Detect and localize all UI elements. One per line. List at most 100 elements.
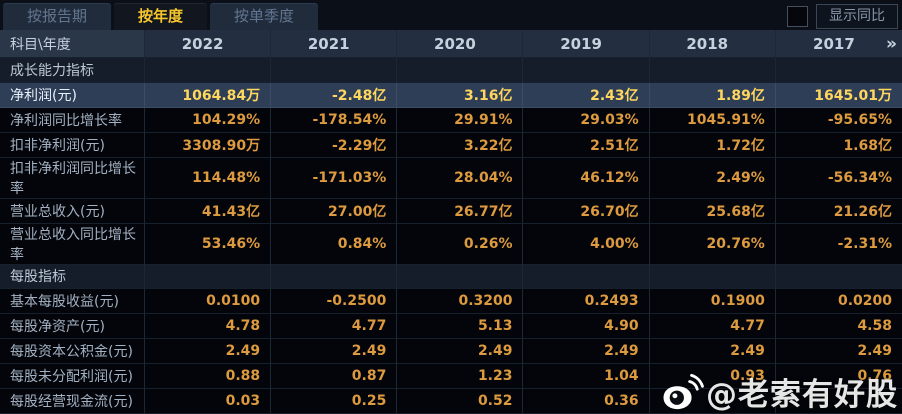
cell-value: 2.49	[271, 339, 398, 365]
cell-value: 27.00亿	[271, 198, 398, 224]
cell-value: 1645.01万	[775, 82, 902, 108]
cell-value: 2.43亿	[523, 82, 650, 108]
table-row: 营业总收入(元) 41.43亿 27.00亿 26.77亿 26.70亿 25.68亿 21…	[0, 198, 902, 224]
cell-value: 0.03	[145, 389, 272, 414]
section-header-row: 每股指标	[0, 264, 902, 290]
cell-value: 4.58	[775, 314, 902, 340]
cell-value: 2.49	[775, 339, 902, 365]
table-body: 成长能力指标 净利润(元) 1064.84万 -2.48亿 3.16亿 2.43亿 1.89…	[0, 58, 902, 414]
cell-value: 28.04%	[397, 157, 524, 199]
row-label: 扣非净利润(元)	[0, 132, 145, 158]
cell-value: -95.65%	[775, 107, 902, 133]
cell-value: 0.87	[271, 364, 398, 390]
show-yoy-label[interactable]: 显示同比	[816, 4, 898, 29]
cell-value: 4.77	[271, 314, 398, 340]
toolbar: 显示同比	[787, 4, 898, 29]
cell-value: 0.26%	[397, 223, 524, 265]
cell-value: 26.70亿	[523, 198, 650, 224]
cell-value	[523, 58, 650, 83]
cell-value	[523, 264, 650, 290]
cell-value	[145, 58, 272, 83]
cell-value: -56.34%	[775, 157, 902, 199]
row-label: 每股未分配利润(元)	[0, 364, 145, 390]
cell-value: 21.26亿	[775, 198, 902, 224]
cell-value: 1.72亿	[649, 132, 776, 158]
cell-value: 2.49	[145, 339, 272, 365]
cell-value: 2.49	[523, 339, 650, 365]
tab-by-year[interactable]: 按年度	[114, 3, 208, 30]
cell-value: 2.49	[397, 339, 524, 365]
more-years-chevron-icon[interactable]: »	[886, 33, 897, 54]
row-label: 成长能力指标	[0, 58, 145, 83]
cell-value: 114.48%	[145, 157, 272, 199]
cell-value: 0.76	[775, 364, 902, 390]
cell-value: 2.49	[649, 339, 776, 365]
cell-value	[271, 264, 398, 290]
cell-value	[649, 264, 776, 290]
cell-value: 4.78	[145, 314, 272, 340]
cell-value: -178.54%	[271, 107, 398, 133]
table-row: 扣非净利润(元) 3308.90万 -2.29亿 3.22亿 2.51亿 1.72亿 1.6…	[0, 132, 902, 158]
cell-value: 0.1900	[649, 289, 776, 315]
cell-value: 2.49%	[649, 157, 776, 199]
cell-value: 26.77亿	[397, 198, 524, 224]
table-row: 净利润(元) 1064.84万 -2.48亿 3.16亿 2.43亿 1.89亿 1645.…	[0, 82, 902, 108]
cell-value: 25.68亿	[649, 198, 776, 224]
section-header-row: 成长能力指标	[0, 58, 902, 83]
row-label: 基本每股收益(元)	[0, 289, 145, 315]
row-label: 营业总收入(元)	[0, 198, 145, 224]
year-header: 2020	[397, 30, 524, 58]
row-label: 每股经营现金流(元)	[0, 389, 145, 414]
cell-value: 29.91%	[397, 107, 524, 133]
table-row: 净利润同比增长率 104.29% -178.54% 29.91% 29.03% 1045.…	[0, 107, 902, 133]
cell-value: 1.23	[397, 364, 524, 390]
tab-by-single-quarter[interactable]: 按单季度	[210, 3, 319, 30]
cell-value	[271, 58, 398, 83]
cell-value	[649, 389, 776, 414]
cell-value: 104.29%	[145, 107, 272, 133]
row-label: 每股净资产(元)	[0, 314, 145, 340]
row-label: 营业总收入同比增长率	[0, 223, 145, 265]
table-row: 基本每股收益(元) 0.0100 -0.2500 0.3200 0.2493 0.1900…	[0, 289, 902, 315]
table-row: 每股净资产(元) 4.78 4.77 5.13 4.90 4.77 4.58	[0, 314, 902, 340]
cell-value: 0.93	[649, 364, 776, 390]
cell-value	[649, 58, 776, 83]
cell-value: -2.29亿	[271, 132, 398, 158]
cell-value: 4.77	[649, 314, 776, 340]
cell-value: 1.68亿	[775, 132, 902, 158]
cell-value: 53.46%	[145, 223, 272, 265]
cell-value: 0.25	[271, 389, 398, 414]
cell-value: 0.0200	[775, 289, 902, 315]
cell-value: -171.03%	[271, 157, 398, 199]
cell-value: 3.16亿	[397, 82, 524, 108]
cell-value: 4.90	[523, 314, 650, 340]
cell-value: 0.0100	[145, 289, 272, 315]
cell-value: -2.48亿	[271, 82, 398, 108]
table-row: 扣非净利润同比增长率 114.48% -171.03% 28.04% 46.12% 2.4…	[0, 157, 902, 199]
tab-by-report-period[interactable]: 按报告期	[3, 3, 112, 30]
cell-value: 3308.90万	[145, 132, 272, 158]
cell-value	[397, 264, 524, 290]
cell-value: 0.2493	[523, 289, 650, 315]
cell-value: 2.51亿	[523, 132, 650, 158]
year-header-label: 2017	[813, 34, 855, 53]
cell-value: 1.04	[523, 364, 650, 390]
cell-value: 29.03%	[523, 107, 650, 133]
cell-value: 0.88	[145, 364, 272, 390]
cell-value: 5.13	[397, 314, 524, 340]
cell-value	[775, 264, 902, 290]
cell-value: -2.31%	[775, 223, 902, 265]
year-header: 2017 »	[775, 30, 902, 58]
period-tabbar: 按报告期 按年度 按单季度 显示同比	[0, 0, 902, 30]
year-header: 2019	[523, 30, 650, 58]
row-label: 每股指标	[0, 264, 145, 290]
cell-value: 0.36	[523, 389, 650, 414]
corner-header: 科目\年度	[0, 30, 145, 58]
cell-value: -0.2500	[271, 289, 398, 315]
cell-value: 46.12%	[523, 157, 650, 199]
row-label: 净利润同比增长率	[0, 107, 145, 133]
row-label: 每股资本公积金(元)	[0, 339, 145, 365]
show-yoy-checkbox[interactable]	[787, 6, 808, 27]
row-label: 净利润(元)	[0, 82, 145, 108]
